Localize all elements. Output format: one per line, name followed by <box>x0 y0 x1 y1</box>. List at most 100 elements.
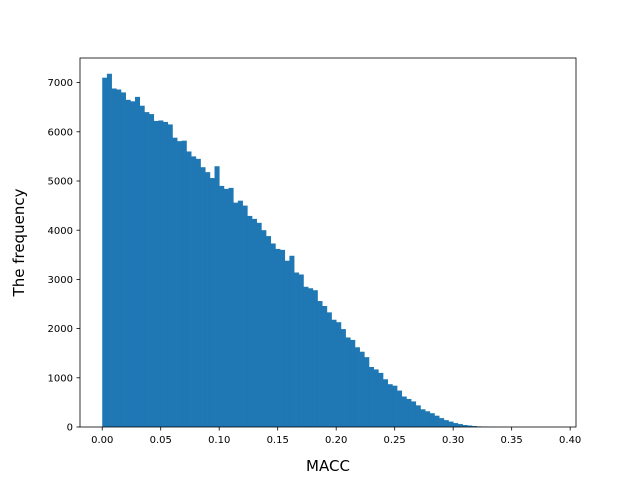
histogram-bar <box>359 351 365 427</box>
x-tick-label: 0.35 <box>501 435 523 446</box>
y-axis-ticks: 0 1000 2000 3000 4000 5000 6000 7000 <box>48 78 80 434</box>
histogram-bar <box>284 260 290 427</box>
histogram-bar <box>289 255 295 427</box>
histogram-bar <box>368 366 374 427</box>
histogram-bar <box>177 141 183 427</box>
histogram-bar <box>331 319 337 427</box>
histogram-bar <box>266 236 272 427</box>
x-tick-label: 0.30 <box>442 435 464 446</box>
histogram-bar <box>172 137 178 427</box>
y-axis-label: The frequency <box>10 188 28 297</box>
histogram-bar <box>275 248 281 427</box>
histogram-bar <box>167 124 173 428</box>
histogram-bar <box>401 396 407 427</box>
histogram-bar <box>149 114 155 427</box>
histogram-bar <box>134 96 141 428</box>
histogram-bar <box>462 425 468 427</box>
histogram-bar <box>340 329 346 427</box>
histogram-bar <box>158 120 164 427</box>
x-tick-label: 0.25 <box>384 435 406 446</box>
histogram-bar <box>425 411 431 427</box>
histogram-bar <box>411 401 417 427</box>
histogram-bar <box>453 423 459 427</box>
histogram-bar <box>153 120 159 427</box>
y-tick-label: 0 <box>67 423 73 434</box>
histogram-bar <box>223 188 229 427</box>
histogram-bar <box>392 385 398 427</box>
histogram-bar <box>144 112 150 428</box>
histogram-bar <box>382 379 389 427</box>
histogram-bar <box>415 405 421 427</box>
histogram-bar <box>116 89 122 428</box>
histogram-bar <box>439 418 445 427</box>
histogram-bars <box>102 73 510 428</box>
histogram-bar <box>336 322 342 427</box>
histogram-bar <box>195 158 201 428</box>
histogram-bar <box>120 92 126 427</box>
y-tick-label: 5000 <box>48 177 73 188</box>
histogram-bar <box>429 413 435 427</box>
histogram-bar <box>256 222 262 427</box>
x-tick-label: 0.20 <box>325 435 347 446</box>
y-tick-label: 4000 <box>48 226 73 237</box>
histogram-bar <box>294 272 300 427</box>
histogram-bar <box>350 339 356 427</box>
histogram-bar <box>261 230 267 427</box>
histogram-bar <box>251 218 257 427</box>
histogram-bar <box>443 420 449 427</box>
histogram-bar <box>303 286 309 427</box>
histogram-bar <box>181 140 187 427</box>
histogram-bar <box>322 305 328 427</box>
histogram-bar <box>406 398 412 427</box>
histogram-bar <box>191 156 197 427</box>
histogram-bar <box>308 288 314 427</box>
histogram-bar <box>345 337 351 427</box>
histogram-bar <box>457 424 463 427</box>
histogram-bar <box>237 200 243 427</box>
histogram-bar <box>139 105 145 427</box>
x-axis-label: MACC <box>306 457 350 475</box>
histogram-bar <box>163 121 169 428</box>
y-tick-label: 2000 <box>48 324 73 335</box>
histogram-bar <box>228 187 234 427</box>
y-tick-label: 7000 <box>48 78 73 89</box>
histogram-bar <box>209 178 215 427</box>
histogram-bar <box>219 185 225 427</box>
y-tick-label: 1000 <box>48 373 73 384</box>
histogram-bar <box>397 390 403 427</box>
histogram-bar <box>186 151 192 428</box>
x-tick-label: 0.15 <box>267 435 289 446</box>
x-axis-ticks: 0.00 0.05 0.10 0.15 0.20 0.25 0.30 0.35 0.40 <box>91 427 581 446</box>
histogram-bar <box>326 312 332 427</box>
histogram-bar <box>317 301 323 427</box>
histogram-bar <box>247 215 253 427</box>
histogram-bar <box>102 77 108 428</box>
y-tick-label: 6000 <box>48 127 73 138</box>
histogram-bar <box>434 415 440 427</box>
histogram-bar <box>125 99 131 427</box>
x-tick-label: 0.00 <box>91 435 113 446</box>
histogram-bar <box>387 384 393 427</box>
histogram-bar <box>364 357 370 427</box>
histogram-bar <box>106 73 112 428</box>
histogram-bar <box>205 172 211 427</box>
y-tick-label: 3000 <box>48 275 73 286</box>
histogram-bar <box>467 425 473 427</box>
histogram-bar <box>270 243 276 427</box>
histogram-bar <box>200 167 206 427</box>
x-tick-label: 0.10 <box>208 435 230 446</box>
x-tick-label: 0.05 <box>150 435 172 446</box>
histogram-bar <box>130 101 136 428</box>
histogram-bar <box>280 249 286 427</box>
histogram-bar <box>233 202 239 427</box>
histogram-bar <box>378 372 384 427</box>
histogram-bar <box>242 205 248 427</box>
histogram-bar <box>312 290 318 427</box>
histogram-bar <box>420 409 426 427</box>
histogram-bar <box>354 347 360 427</box>
histogram-bar <box>111 88 117 427</box>
histogram-bar <box>448 421 454 427</box>
histogram-bar <box>298 274 304 427</box>
histogram-bar <box>373 369 379 427</box>
